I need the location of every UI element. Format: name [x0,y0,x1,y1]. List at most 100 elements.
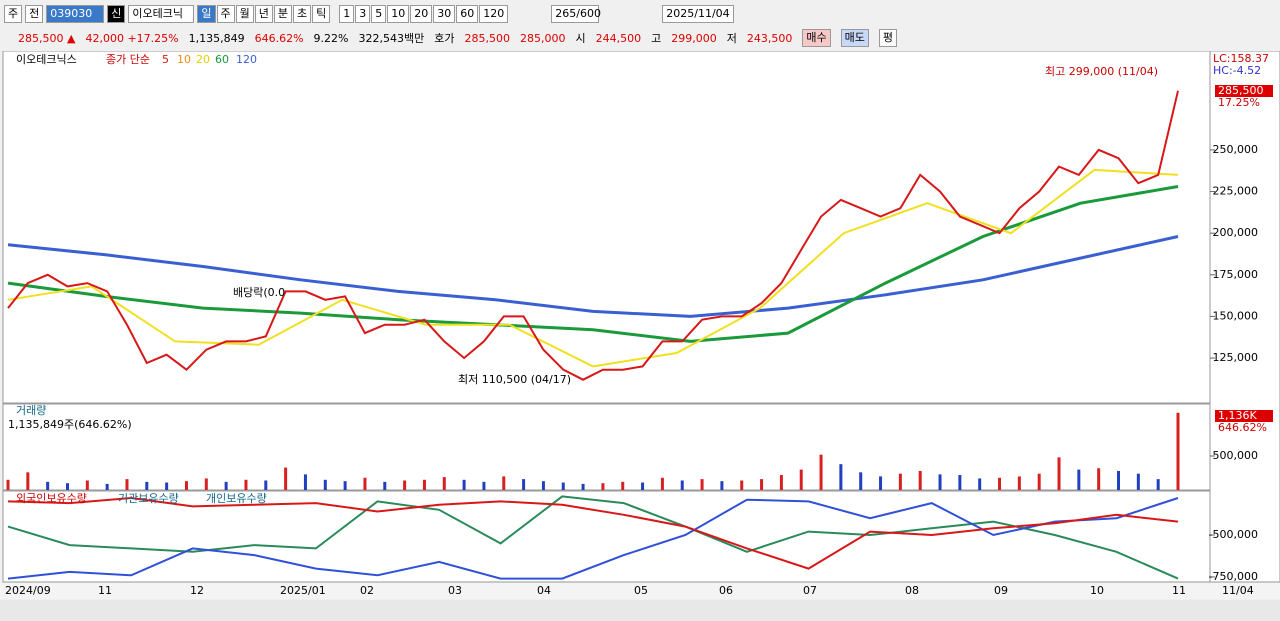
volume: 1,135,849 [188,31,245,45]
bid: 285,000 [519,31,566,45]
line [7,235,1179,318]
volume-bar [601,483,605,490]
x-tick-label: 11 [1172,584,1186,597]
volume-bar [403,480,407,490]
interval[interactable]: 30 [433,5,456,23]
y-tick-label: 125,000 [1213,351,1259,364]
line [7,496,1179,570]
x-tick-label: 03 [448,584,462,597]
interval[interactable]: 5 [371,5,387,23]
volume-bar [561,482,565,490]
code[interactable]: 039030 [46,5,105,23]
volume-bar [184,481,188,490]
period[interactable]: 월 [235,5,254,23]
volume-title: 거래량 [16,404,46,417]
legend-label: 종가 단순 [106,53,150,66]
volume-bar [958,475,962,490]
ask-label: 호가 [434,32,455,45]
holdings-legend: 외국인보유수량 [16,492,87,505]
intervals: 1 3 5 10 20 30 60 120 [339,5,509,23]
interval[interactable]: 1 [339,5,355,23]
x-tick-label: 10 [1090,584,1104,597]
vol-last-pct: 646.62% [1218,421,1267,434]
volume-bar [978,478,982,490]
change: 42,000 +17.25% [85,31,179,45]
volume-panel [2,403,1211,491]
period[interactable]: 분 [273,5,292,23]
low: 243,500 [746,31,793,45]
period[interactable]: 틱 [312,5,331,23]
volume-info: 1,135,849주(646.62%) [8,418,132,431]
volume-bar [125,479,129,490]
volume-bar [46,481,50,490]
volume-bar [1156,479,1160,490]
new[interactable]: 신 [107,5,126,23]
volume-bar [1057,457,1061,490]
volume-bar [363,477,367,490]
interval[interactable]: 10 [387,5,410,23]
buy[interactable]: 매수 [802,29,831,47]
volume-bar [1097,468,1101,490]
volume-bar [244,479,248,490]
last-box [1215,85,1273,97]
market[interactable]: 주 [4,5,23,23]
period[interactable]: 초 [293,5,312,23]
ma-legend: 120 [236,53,257,66]
volume-bar [1077,469,1081,490]
x-tick-label: 11 [98,584,112,597]
interval[interactable]: 20 [410,5,433,23]
volume-bar [998,477,1002,490]
volume-bar [1117,470,1121,490]
prev[interactable]: 전 [25,5,44,23]
volume-bar [462,479,466,490]
sell[interactable]: 매도 [840,29,869,47]
volume-bar [541,481,545,490]
volume-bar [898,473,902,490]
volume-bar [879,476,883,490]
volume-bar [145,481,149,490]
ma-legend: 5 [162,53,169,66]
volume-bar [422,479,426,490]
dividend-note: 배당락(0.0 [233,286,285,299]
count[interactable]: 265/600 [551,5,601,23]
interval[interactable]: 60 [456,5,479,23]
period[interactable]: 년 [254,5,273,23]
scroll-bar [0,600,1280,621]
volume-bar [918,470,922,490]
volume-bar [65,483,69,490]
volume-bar [85,480,89,490]
y-tick-label: 200,000 [1213,226,1259,239]
stock-name[interactable]: 이오테크닉 [128,5,195,23]
period[interactable]: 주 [216,5,235,23]
volume-bar [700,479,704,490]
volume-bar [323,479,327,490]
high-label: 고 [651,32,662,45]
y-tick-label: 500,000 [1213,449,1259,462]
vol-last-box [1215,410,1273,422]
y-tick-label: 225,000 [1213,185,1259,198]
quote-bar: 285,500 ▲ 42,000 +17.25% 1,135,849 646.6… [0,28,1280,48]
x-tick-label: 02 [360,584,374,597]
date[interactable]: 2025/11/04 [662,5,734,23]
x-tick-label: 07 [803,584,817,597]
interval[interactable]: 3 [355,5,371,23]
vol-last-label: 1,136K [1218,409,1257,422]
avg[interactable]: 평 [878,29,897,47]
ma-legend: 60 [215,53,229,66]
line [7,90,1179,381]
volume-bar [799,469,803,490]
volume-bar [442,477,446,490]
ma-legend: 20 [196,53,210,66]
y-tick-label: -500,000 [1209,528,1258,541]
y-tick-label: 250,000 [1213,143,1259,156]
x-axis-bar [0,583,1280,599]
volume-bar [641,482,645,490]
volume-bar [502,476,506,490]
holdings-legend: 개인보유수량 [206,492,267,505]
y-tick-label: 150,000 [1213,309,1259,322]
period[interactable]: 일 [197,5,216,23]
interval[interactable]: 120 [479,5,509,23]
x-tick-label: 2025/01 [280,584,326,597]
